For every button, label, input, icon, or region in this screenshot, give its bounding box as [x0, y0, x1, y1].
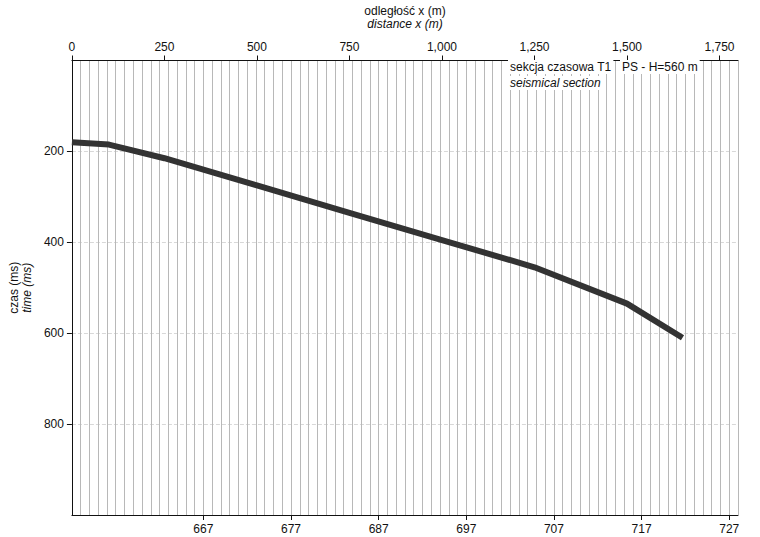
svg-text:500: 500 [247, 40, 267, 54]
svg-text:727: 727 [719, 522, 739, 536]
svg-text:distance x (m): distance x (m) [367, 17, 442, 31]
svg-text:czas (ms): czas (ms) [7, 262, 21, 314]
svg-text:time (ms): time (ms) [20, 263, 34, 313]
svg-text:odległość x (m): odległość x (m) [364, 4, 445, 18]
svg-text:400: 400 [44, 235, 64, 249]
svg-text:707: 707 [544, 522, 564, 536]
svg-text:1,250: 1,250 [519, 40, 549, 54]
svg-text:0: 0 [69, 40, 76, 54]
svg-text:1,000: 1,000 [427, 40, 457, 54]
svg-text:250: 250 [154, 40, 174, 54]
svg-text:1,500: 1,500 [612, 40, 642, 54]
svg-text:1,750: 1,750 [704, 40, 734, 54]
svg-text:200: 200 [44, 144, 64, 158]
svg-text:PS - H=560 m: PS - H=560 m [622, 60, 698, 74]
svg-text:600: 600 [44, 326, 64, 340]
svg-text:717: 717 [632, 522, 652, 536]
svg-text:seismical section: seismical section [510, 76, 601, 90]
svg-text:sekcja czasowa T1: sekcja czasowa T1 [510, 60, 611, 74]
svg-text:750: 750 [339, 40, 359, 54]
svg-text:800: 800 [44, 417, 64, 431]
svg-text:667: 667 [193, 522, 213, 536]
svg-text:697: 697 [456, 522, 476, 536]
svg-text:677: 677 [281, 522, 301, 536]
svg-text:687: 687 [369, 522, 389, 536]
